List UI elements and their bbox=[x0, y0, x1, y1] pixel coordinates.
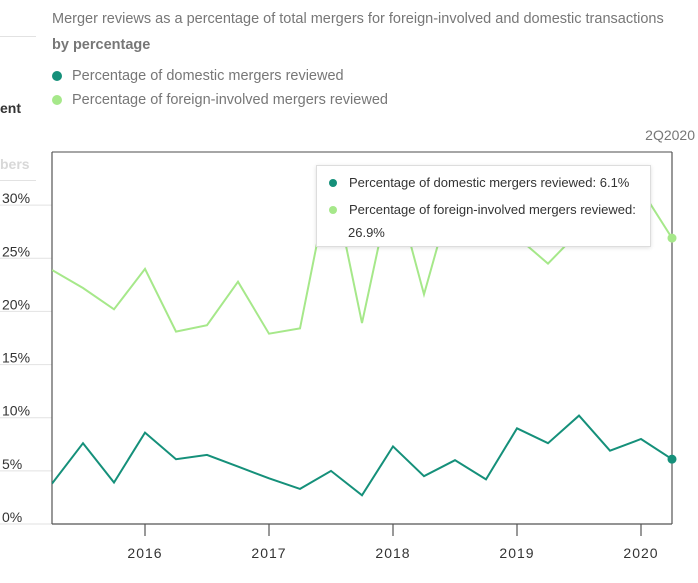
tooltip-row-domestic: Percentage of domestic mergers reviewed:… bbox=[329, 175, 629, 190]
x-tick-label: 2019 bbox=[499, 545, 534, 561]
unit-label: by percentage bbox=[52, 37, 151, 53]
tooltip-text-foreign: Percentage of foreign-involved mergers r… bbox=[349, 202, 636, 217]
legend-item-domestic[interactable]: Percentage of domestic mergers reviewed bbox=[52, 68, 344, 84]
series-line-domestic bbox=[52, 414, 672, 497]
tooltip-marker-foreign bbox=[329, 205, 337, 214]
y-tick-label: 0% bbox=[2, 509, 22, 525]
period-label: 2Q2020 bbox=[645, 127, 695, 143]
legend-item-foreign[interactable]: Percentage of foreign-involved mergers r… bbox=[52, 92, 388, 108]
y-tick-label: 30% bbox=[2, 190, 30, 206]
tooltip-value-foreign: 26.9% bbox=[348, 225, 385, 240]
y-tick-label: 20% bbox=[2, 296, 30, 312]
sidebar-divider bbox=[0, 36, 36, 37]
series-last-point-foreign bbox=[667, 233, 677, 243]
x-tick-label: 2017 bbox=[251, 545, 286, 561]
chart-gridlines bbox=[0, 204, 52, 525]
sidebar-text-fragment: ent bbox=[0, 100, 21, 116]
sidebar-text-fragment-faded: bers bbox=[0, 156, 30, 172]
sidebar-divider bbox=[0, 180, 36, 181]
y-tick-label: 5% bbox=[2, 456, 22, 472]
chart-subtitle: Merger reviews as a percentage of total … bbox=[52, 11, 664, 27]
series-last-point-domestic bbox=[667, 454, 677, 464]
x-tick-label: 2020 bbox=[623, 545, 658, 561]
x-tick-label: 2016 bbox=[127, 545, 162, 561]
legend-marker-foreign bbox=[52, 95, 62, 105]
tooltip-row-foreign: Percentage of foreign-involved mergers r… bbox=[329, 202, 636, 217]
y-tick-label: 25% bbox=[2, 243, 30, 259]
chart-tooltip: Percentage of domestic mergers reviewed:… bbox=[316, 165, 651, 247]
chart-labels: 0% 5% 10% 15% 20% 25% 30% 2016 2017 2018 2019 2020 bbox=[2, 190, 658, 561]
tooltip-marker-domestic bbox=[329, 178, 337, 187]
tooltip-text-domestic: Percentage of domestic mergers reviewed:… bbox=[349, 175, 630, 190]
y-tick-label: 10% bbox=[2, 403, 30, 419]
x-tick-label: 2018 bbox=[375, 545, 410, 561]
legend-label-domestic: Percentage of domestic mergers reviewed bbox=[72, 68, 344, 84]
y-tick-label: 15% bbox=[2, 350, 30, 366]
legend-marker-domestic bbox=[52, 71, 62, 81]
legend-label-foreign: Percentage of foreign-involved mergers r… bbox=[72, 92, 388, 108]
